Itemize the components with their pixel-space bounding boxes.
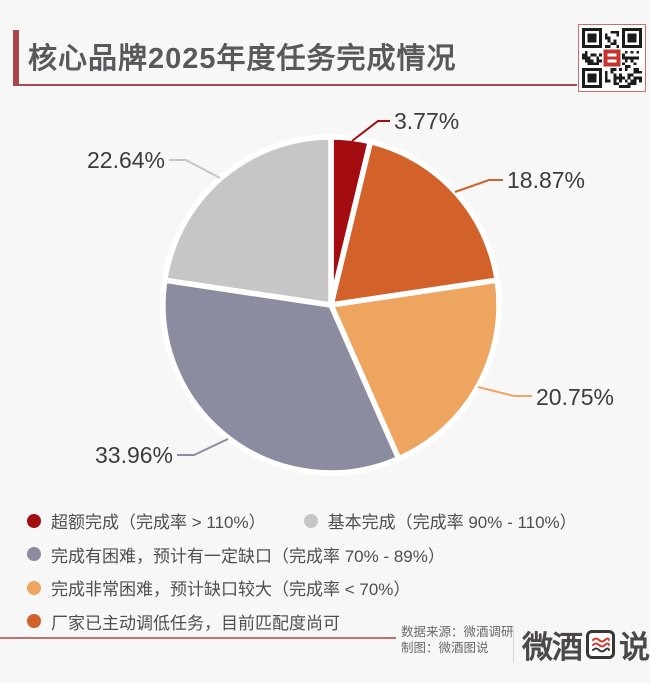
legend-label: 厂家已主动调低任务，目前匹配度尚可	[51, 613, 340, 633]
pie-value-label: 20.75%	[536, 384, 614, 410]
legend-label: 超额完成（完成率 > 110%）	[51, 513, 266, 532]
pie-value-label: 18.87%	[507, 167, 585, 193]
legend-dot	[27, 513, 41, 528]
legend-row: 完成有困难，预计有一定缺口（完成率 70% - 89%）	[27, 542, 577, 567]
pie-value-label: 3.77%	[394, 108, 459, 134]
label-leader-line	[169, 159, 221, 179]
legend-row: 厂家已主动调低任务，目前匹配度尚可	[27, 609, 577, 634]
data-source-text: 数据来源：微酒调研	[401, 625, 514, 639]
legend-dot	[27, 580, 41, 595]
legend-row: 超额完成（完成率 > 110%） 基本完成（完成率 90% - 110%）	[27, 508, 577, 533]
label-leader-line	[177, 438, 229, 456]
label-leader-line	[477, 386, 532, 397]
chart-legend: 超额完成（完成率 > 110%） 基本完成（完成率 90% - 110%） 完成有困…	[27, 508, 577, 642]
legend-dot	[27, 547, 41, 561]
legend-item: 基本完成（完成率 90% - 110%）	[303, 508, 577, 533]
label-leader-line	[351, 120, 390, 142]
logo-text-suffix: 说	[619, 629, 650, 665]
legend-label: 完成非常困难，预计缺口较大（完成率 < 70%）	[51, 580, 411, 599]
title-underline	[13, 84, 577, 86]
pie-slice-4	[160, 277, 402, 476]
logo-text-prefix: 微酒	[522, 629, 583, 665]
pie-value-label: 22.64%	[87, 147, 165, 173]
legend-item: 超额完成（完成率 > 110%）	[27, 508, 266, 533]
legend-dot	[303, 513, 318, 528]
label-leader-line	[454, 179, 503, 193]
legend-item: 完成有困难，预计有一定缺口（完成率 70% - 89%）	[27, 542, 445, 567]
legend-label: 完成有困难，预计有一定缺口（完成率 70% - 89%）	[51, 546, 445, 566]
legend-row: 完成非常困难，预计缺口较大（完成率 < 70%）	[27, 575, 577, 600]
legend-label: 基本完成（完成率 90% - 110%）	[327, 513, 577, 532]
title-accent-bar	[13, 30, 19, 85]
pie-slice-5	[162, 134, 334, 308]
page-title: 核心品牌2025年度任务完成情况	[28, 43, 457, 75]
weijiu-tushuo-logo: 微酒 说	[522, 623, 650, 665]
legend-item: 完成非常困难，预计缺口较大（完成率 < 70%）	[27, 575, 410, 600]
footer-divider	[513, 626, 514, 663]
pie-value-label: 33.96%	[95, 442, 173, 468]
legend-dot	[27, 614, 41, 628]
legend-item: 厂家已主动调低任务，目前匹配度尚可	[27, 609, 340, 634]
footer-accent-line	[0, 637, 396, 639]
source-block: 数据来源：微酒调研 制图：微酒图说	[401, 624, 514, 656]
pie-slice-3	[328, 277, 502, 462]
qr-code-icon	[578, 24, 646, 92]
chart-credit-text: 制图：微酒图说	[401, 641, 489, 655]
logo-wave-icon	[586, 629, 615, 659]
